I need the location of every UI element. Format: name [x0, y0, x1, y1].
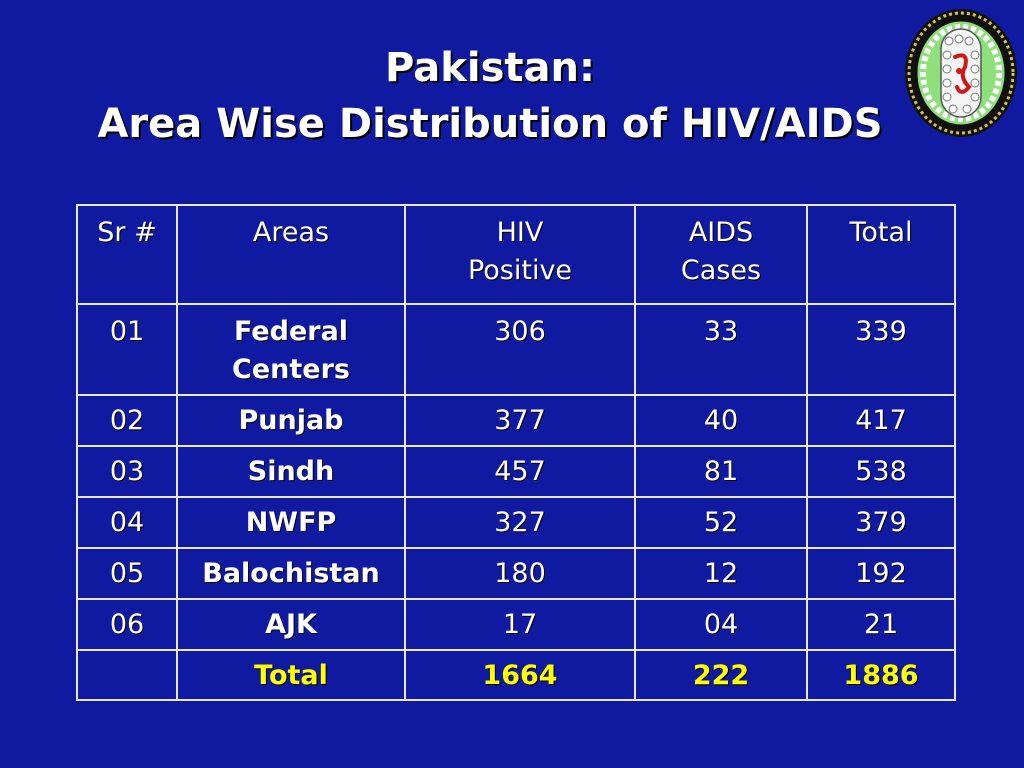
- cell-aids: 40: [634, 394, 808, 447]
- header-aids-line-2: Cases: [680, 255, 762, 286]
- cell-sr: 06: [76, 598, 178, 651]
- cell-hiv: 17: [404, 598, 636, 651]
- total-total: 1886: [806, 649, 956, 701]
- cell-area: Balochistan: [176, 547, 406, 600]
- header-hiv-line-2: Positive: [467, 255, 573, 286]
- total-aids: 222: [634, 649, 808, 701]
- header-aids-line-1: AIDS: [688, 217, 754, 248]
- cell-area: Punjab: [176, 394, 406, 447]
- cell-aids: 12: [634, 547, 808, 600]
- header-hiv-positive: HIV Positive: [404, 204, 636, 305]
- cell-hiv: 180: [404, 547, 636, 600]
- hiv-aids-table: Sr # Areas HIV Positive AIDS Cases Total…: [76, 204, 956, 701]
- header-aids-cases: AIDS Cases: [634, 204, 808, 305]
- cell-area: AJK: [176, 598, 406, 651]
- cell-hiv: 306: [404, 303, 636, 396]
- cell-aids: 33: [634, 303, 808, 396]
- cell-total: 21: [806, 598, 956, 651]
- cell-aids: 04: [634, 598, 808, 651]
- header-areas: Areas: [176, 204, 406, 305]
- table-row: 02 Punjab 377 40 417: [76, 394, 956, 447]
- table-row: 01 Federal Centers 306 33 339: [76, 303, 956, 396]
- table-header-row: Sr # Areas HIV Positive AIDS Cases Total: [76, 204, 956, 305]
- cell-total: 417: [806, 394, 956, 447]
- cell-area: NWFP: [176, 496, 406, 549]
- header-total: Total: [806, 204, 956, 305]
- table-total-row: Total 1664 222 1886: [76, 649, 956, 701]
- cell-total: 379: [806, 496, 956, 549]
- cell-hiv: 327: [404, 496, 636, 549]
- cell-total: 192: [806, 547, 956, 600]
- cell-sr: 04: [76, 496, 178, 549]
- cell-total: 339: [806, 303, 956, 396]
- table-row: 04 NWFP 327 52 379: [76, 496, 956, 549]
- cell-aids: 52: [634, 496, 808, 549]
- cell-area-line-1: Federal: [233, 316, 349, 347]
- table-row: 05 Balochistan 180 12 192: [76, 547, 956, 600]
- cell-area: Sindh: [176, 445, 406, 498]
- cell-total: 538: [806, 445, 956, 498]
- title-line-1: Pakistan:: [385, 45, 595, 91]
- cell-sr: 03: [76, 445, 178, 498]
- cell-hiv: 457: [404, 445, 636, 498]
- cell-sr: 01: [76, 303, 178, 396]
- table-row: 06 AJK 17 04 21: [76, 598, 956, 651]
- slide-title: Pakistan: Area Wise Distribution of HIV/…: [0, 40, 980, 152]
- cell-sr: 05: [76, 547, 178, 600]
- cell-aids: 81: [634, 445, 808, 498]
- header-sr: Sr #: [76, 204, 178, 305]
- title-line-2: Area Wise Distribution of HIV/AIDS: [97, 101, 883, 147]
- header-hiv-line-1: HIV: [496, 217, 544, 248]
- cell-sr: 02: [76, 394, 178, 447]
- hiv-virus-emblem-icon: [905, 9, 1017, 137]
- table-row: 03 Sindh 457 81 538: [76, 445, 956, 498]
- cell-area-line-2: Centers: [232, 354, 350, 385]
- cell-sr-empty: [76, 649, 178, 701]
- total-label: Total: [176, 649, 406, 701]
- cell-hiv: 377: [404, 394, 636, 447]
- cell-area: Federal Centers: [176, 303, 406, 396]
- total-hiv: 1664: [404, 649, 636, 701]
